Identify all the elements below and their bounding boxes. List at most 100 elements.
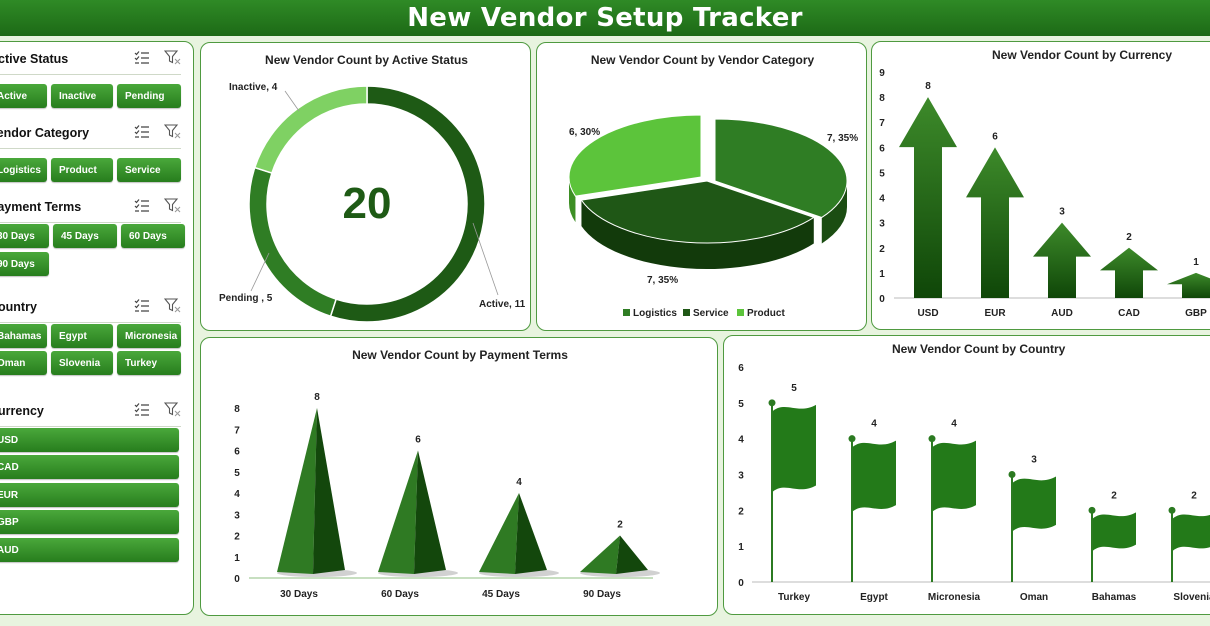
data-label: 4	[516, 477, 522, 488]
data-label: 4	[951, 419, 957, 430]
y-tick-label: 0	[234, 574, 240, 585]
y-tick-label: 2	[738, 506, 744, 517]
y-tick-label: 1	[234, 553, 240, 564]
y-tick-label: 1	[738, 542, 744, 553]
slicer-button-slovenia[interactable]: Slovenia	[51, 351, 113, 375]
slicer-button-90-days[interactable]: 90 Days	[0, 252, 49, 276]
slicer-button-pending[interactable]: Pending	[117, 84, 181, 108]
slicer-button-turkey[interactable]: Turkey	[117, 351, 181, 375]
clear-filter-icon[interactable]	[163, 402, 181, 422]
flag-pole-knob	[928, 435, 936, 443]
dashboard-title-bar: New Vendor Setup Tracker	[0, 0, 1210, 36]
slicer-button-cad[interactable]: CAD	[0, 455, 179, 479]
divider	[0, 222, 181, 223]
flag-pole-knob	[768, 399, 776, 407]
slicer-button-service[interactable]: Service	[117, 158, 181, 182]
pie-side-product	[569, 177, 576, 223]
multi-select-icon[interactable]	[134, 198, 150, 218]
flag-bahamas	[1093, 512, 1136, 551]
x-tick-label: 30 Days	[280, 589, 318, 600]
data-label: 6	[992, 131, 998, 142]
multi-select-icon[interactable]	[134, 50, 150, 70]
x-tick-label: GBP	[1185, 308, 1207, 319]
pie-slice-logistics	[714, 118, 848, 218]
flag-pole-knob	[848, 435, 856, 443]
clear-filter-icon[interactable]	[163, 124, 181, 144]
slicer-button-gbp[interactable]: GBP	[0, 510, 179, 534]
slicer-title: Payment Terms	[0, 200, 82, 214]
arrow-bar-chart: 0 1 2 3 4 5 6 7 8 9 8 USD 6 EUR 3 AUD 2 CAD 1 GBP	[879, 68, 1210, 319]
slicer-button-oman[interactable]: Oman	[0, 351, 47, 375]
slicer-button-micronesia[interactable]: Micronesia	[117, 324, 181, 348]
y-tick-label: 6	[234, 447, 240, 458]
chart-panel-vendor-category: New Vendor Count by Vendor Category 7, 3…	[536, 42, 867, 331]
slicer-button-aud[interactable]: AUD	[0, 538, 179, 562]
multi-select-icon[interactable]	[134, 402, 150, 422]
x-tick-label: CAD	[1118, 308, 1140, 319]
slicer-button-active[interactable]: Active	[0, 84, 47, 108]
flag-egypt	[853, 440, 896, 512]
pyramid-90-days	[580, 535, 620, 574]
slicer-button-eur[interactable]: EUR	[0, 483, 179, 507]
flag-chart: 0 1 2 3 4 5 6 5 Turkey 4 Egypt 4 Micronesia 3 Oman 2 Bah…	[738, 363, 1210, 603]
chart-panel-currency: New Vendor Count by Currency 0 1 2 3 4 5 6 7 8 9 8…	[871, 41, 1210, 330]
divider	[0, 148, 181, 149]
pyramid-side	[616, 535, 648, 574]
chart-title: New Vendor Count by Payment Terms	[352, 348, 568, 362]
y-tick-label: 7	[234, 425, 240, 436]
chart-title: New Vendor Count by Country	[892, 342, 1066, 356]
donut-chart: 20 Active, 11 Pending , 5 Inactive, 4	[219, 82, 526, 323]
data-label: 6	[415, 435, 421, 446]
x-tick-label: Egypt	[860, 592, 888, 603]
y-tick-label: 3	[879, 219, 885, 230]
flag-micronesia	[933, 440, 976, 512]
flag-pole-knob	[1088, 506, 1096, 514]
chart-title: New Vendor Count by Currency	[992, 48, 1173, 62]
x-tick-label: Turkey	[778, 592, 810, 603]
slicer-button-inactive[interactable]: Inactive	[51, 84, 113, 108]
flag-oman	[1013, 476, 1056, 531]
multi-select-icon[interactable]	[134, 298, 150, 318]
y-tick-label: 5	[879, 168, 885, 179]
slicer-button-usd[interactable]: USD	[0, 428, 179, 452]
y-tick-label: 0	[879, 294, 885, 305]
pyramid-45-days	[479, 493, 519, 574]
divider	[0, 322, 181, 323]
y-tick-label: 3	[738, 471, 744, 482]
slicer-button-product[interactable]: Product	[51, 158, 113, 182]
data-label-service: 7, 35%	[647, 275, 678, 286]
slicer-button-logistics[interactable]: Logistics	[0, 158, 47, 182]
arrow-bar-gbp	[1167, 272, 1210, 298]
arrow-bar-usd	[899, 97, 957, 298]
slicer-button-egypt[interactable]: Egypt	[51, 324, 113, 348]
data-label: 5	[791, 383, 797, 394]
data-label: 3	[1031, 455, 1037, 466]
y-tick-label: 9	[879, 68, 885, 79]
data-label: 3	[1059, 207, 1065, 218]
multi-select-icon[interactable]	[134, 124, 150, 144]
y-tick-label: 8	[879, 93, 885, 104]
clear-filter-icon[interactable]	[163, 198, 181, 218]
y-tick-label: 3	[234, 510, 240, 521]
slicer-button-45-days[interactable]: 45 Days	[53, 224, 117, 248]
leader-line	[250, 252, 270, 292]
slicer-button-30-days[interactable]: 30 Days	[0, 224, 49, 248]
pyramid-side	[313, 408, 345, 574]
flag-pole-knob	[1168, 506, 1176, 514]
leader-line	[284, 90, 300, 112]
x-tick-label: Bahamas	[1092, 592, 1137, 603]
slicer-button-60-days[interactable]: 60 Days	[121, 224, 185, 248]
clear-filter-icon[interactable]	[163, 50, 181, 70]
data-label: 2	[1111, 490, 1117, 501]
arrow-bar-eur	[966, 147, 1024, 298]
pyramid-chart: 0 1 2 3 4 5 6 7 8 8 30 Days 6 60 Days 4 45 Days 2 90 Day…	[234, 392, 660, 600]
y-tick-label: 2	[879, 244, 885, 255]
clear-filter-icon[interactable]	[163, 298, 181, 318]
data-label: 2	[1191, 490, 1197, 501]
x-tick-label: 60 Days	[381, 589, 419, 600]
data-label: 4	[871, 419, 877, 430]
y-tick-label: 8	[234, 404, 240, 415]
slicer-button-bahamas[interactable]: Bahamas	[0, 324, 47, 348]
slicer-title: Active Status	[0, 52, 69, 66]
data-label: 8	[314, 392, 320, 403]
